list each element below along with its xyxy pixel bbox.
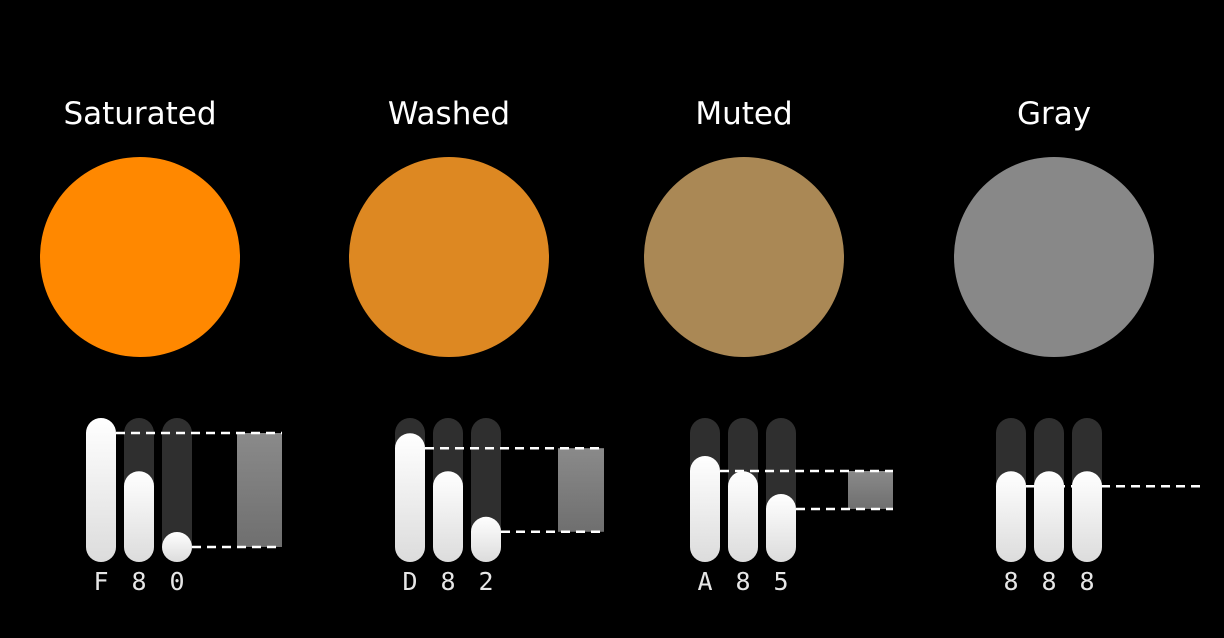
hex-digit-washed-r: D (402, 567, 417, 596)
track-saturated-b (162, 418, 192, 562)
range-box-saturated (237, 433, 282, 547)
range-box-muted (848, 471, 893, 509)
range-box-washed (558, 448, 604, 532)
level-bar-saturated-b (162, 532, 192, 562)
hex-digit-saturated-r: F (93, 567, 108, 596)
title-washed: Washed (387, 96, 511, 132)
hex-digit-muted-g: 8 (735, 567, 750, 596)
hex-digit-gray-b: 8 (1079, 567, 1094, 596)
hex-digit-muted-r: A (697, 567, 712, 596)
hex-digit-washed-b: 2 (478, 567, 493, 596)
title-muted: Muted (695, 96, 793, 132)
level-bar-washed-b (471, 516, 501, 562)
level-bar-saturated-r (86, 418, 116, 562)
level-bar-gray-g (1034, 471, 1064, 562)
hex-digit-gray-g: 8 (1041, 567, 1056, 596)
hex-digit-gray-r: 8 (1003, 567, 1018, 596)
level-bar-muted-r (690, 456, 720, 562)
hex-digit-washed-g: 8 (440, 567, 455, 596)
level-bar-gray-r (996, 471, 1026, 562)
swatch-gray (954, 157, 1154, 357)
level-bar-saturated-g (124, 471, 154, 562)
level-bar-gray-b (1072, 471, 1102, 562)
hex-digit-saturated-b: 0 (169, 567, 184, 596)
hex-digit-muted-b: 5 (773, 567, 788, 596)
hex-digit-saturated-g: 8 (131, 567, 146, 596)
level-bar-muted-g (728, 471, 758, 562)
swatch-washed (349, 157, 549, 357)
level-bar-muted-b (766, 494, 796, 562)
title-gray: Gray (1016, 96, 1092, 132)
level-bar-washed-g (433, 471, 463, 562)
swatch-saturated (40, 157, 240, 357)
title-saturated: Saturated (63, 96, 217, 132)
swatch-muted (644, 157, 844, 357)
level-bar-washed-r (395, 433, 425, 562)
